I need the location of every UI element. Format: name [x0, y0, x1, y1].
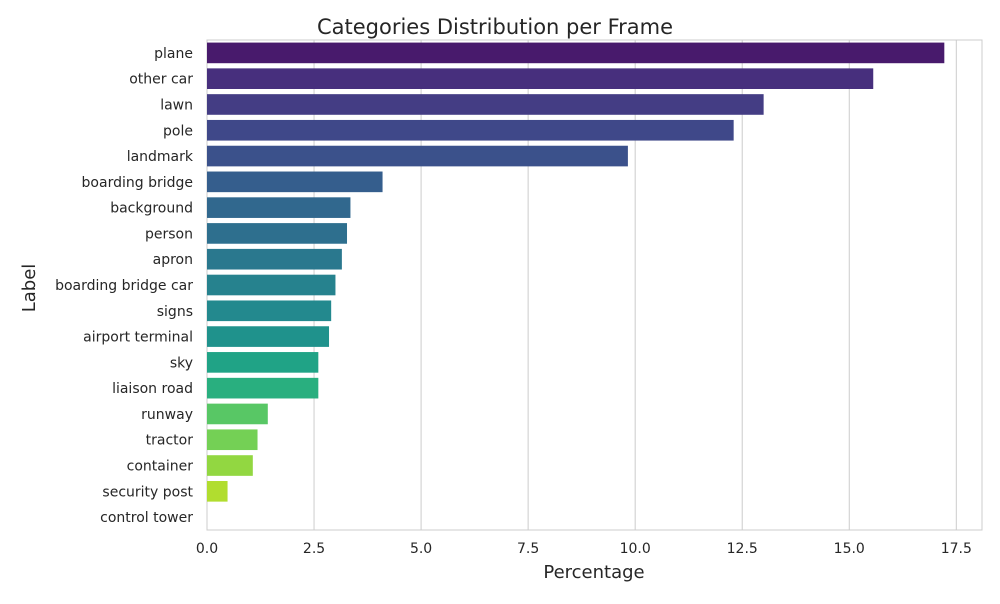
- bar: [207, 68, 874, 89]
- x-tick-label: 10.0: [620, 541, 651, 557]
- bar: [207, 197, 351, 218]
- y-tick-label: boarding bridge car: [55, 278, 193, 294]
- bar: [207, 326, 330, 347]
- bar: [207, 403, 268, 425]
- bar: [207, 352, 319, 373]
- bar: [207, 455, 253, 476]
- bar: [207, 145, 628, 167]
- y-tick-label: airport terminal: [83, 330, 193, 346]
- y-tick-label: signs: [157, 304, 193, 320]
- bar: [207, 377, 319, 399]
- x-tick-label: 2.5: [303, 541, 325, 557]
- y-tick-label: lawn: [160, 97, 193, 113]
- bar: [207, 274, 336, 296]
- y-tick-label: landmark: [127, 149, 194, 165]
- y-tick-label: container: [127, 459, 194, 475]
- y-tick-label: runway: [141, 407, 193, 423]
- x-tick-label: 5.0: [410, 541, 432, 557]
- x-tick-label: 0.0: [196, 541, 218, 557]
- bars: [207, 42, 945, 502]
- y-tick-label: sky: [170, 355, 193, 371]
- y-tick-label: liaison road: [112, 381, 193, 397]
- bar: [207, 300, 332, 322]
- bar: [207, 171, 383, 193]
- y-tick-label: pole: [163, 123, 193, 139]
- x-axis-label: Percentage: [543, 562, 644, 583]
- y-tick-label: plane: [154, 46, 193, 62]
- y-tick-labels: plane other car lawn pole landmark boarding b…: [55, 46, 194, 526]
- x-tick-label: 15.0: [834, 541, 865, 557]
- y-tick-label: other car: [129, 72, 193, 88]
- bar: [207, 248, 342, 270]
- y-tick-label: tractor: [146, 433, 194, 449]
- y-axis-label: Label: [19, 264, 40, 313]
- chart-title: Categories Distribution per Frame: [317, 15, 673, 39]
- y-tick-label: person: [145, 226, 193, 242]
- x-tick-label: 12.5: [727, 541, 758, 557]
- y-tick-label: background: [110, 201, 193, 217]
- bar: [207, 481, 228, 502]
- bar: [207, 429, 258, 451]
- bar: [207, 94, 764, 115]
- y-tick-label: apron: [153, 252, 193, 268]
- y-tick-label: control tower: [100, 510, 193, 526]
- x-tick-labels: 0.0 2.5 5.0 7.5 10.0 12.5 15.0 17.5: [196, 541, 972, 557]
- x-tick-label: 17.5: [941, 541, 972, 557]
- bar: [207, 42, 945, 64]
- bar: [207, 119, 734, 141]
- bar: [207, 223, 348, 244]
- y-tick-label: boarding bridge: [82, 175, 193, 191]
- x-tick-label: 7.5: [517, 541, 539, 557]
- y-tick-label: security post: [102, 484, 193, 500]
